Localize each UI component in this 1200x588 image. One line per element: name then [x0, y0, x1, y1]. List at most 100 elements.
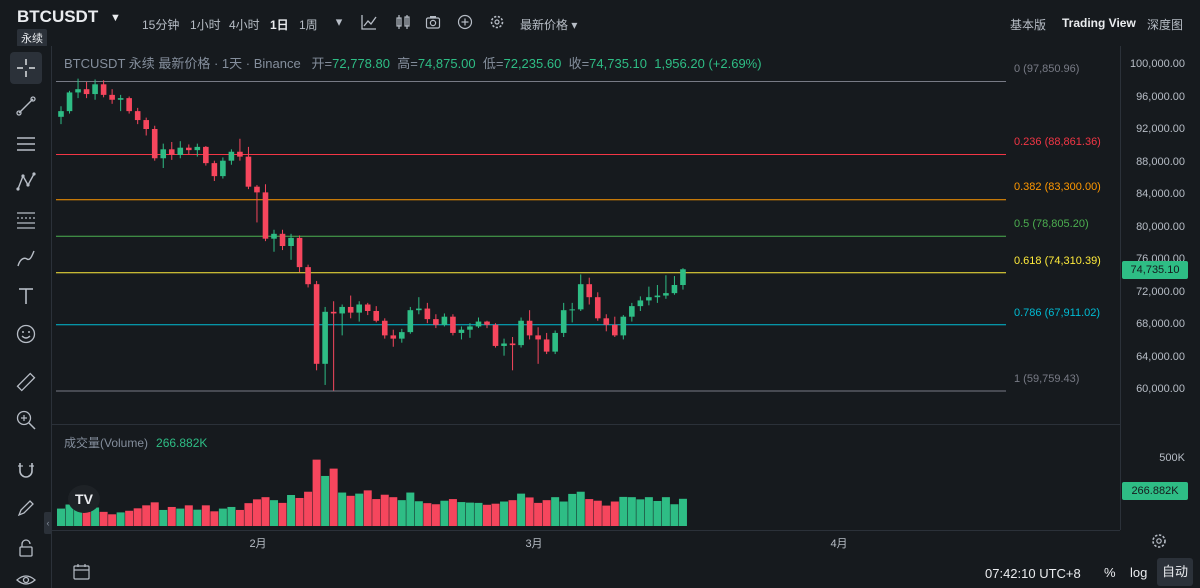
drawing-toolbar: ‹: [0, 46, 52, 588]
timeframe-4h[interactable]: 4小时: [229, 18, 260, 32]
volume-bar: [304, 491, 313, 526]
pencil-lock-icon[interactable]: [10, 492, 42, 524]
trendline-icon[interactable]: [10, 90, 42, 122]
price-type-select[interactable]: 最新价格 ▾: [520, 16, 577, 33]
volume-bar: [448, 499, 457, 526]
brush-icon[interactable]: [10, 242, 42, 274]
horizontal-lines-icon[interactable]: [10, 128, 42, 160]
price-chart[interactable]: [52, 46, 1120, 530]
candle-body: [552, 332, 558, 352]
candle-body: [117, 98, 124, 100]
volume-bar: [270, 500, 278, 526]
add-indicator-icon[interactable]: [457, 14, 473, 30]
fib-retracement-icon[interactable]: [10, 204, 42, 236]
auto-button[interactable]: 自动: [1157, 558, 1193, 586]
timeframe-1w[interactable]: 1周: [299, 18, 318, 32]
volume-bar: [551, 497, 560, 526]
candle-body: [441, 316, 448, 325]
candle-body: [381, 320, 388, 336]
price-tick: 92,000.00: [1136, 123, 1185, 135]
candle-body: [612, 324, 618, 336]
date-range-icon[interactable]: [72, 563, 92, 581]
candle-body: [620, 316, 627, 336]
volume-bar: [568, 493, 577, 526]
log-button[interactable]: log: [1130, 565, 1148, 580]
volume-tick: 500K: [1159, 452, 1185, 464]
time-axis[interactable]: 2月 3月 4月: [52, 530, 1120, 552]
volume-bar: [312, 459, 321, 526]
volume-bar: [201, 505, 210, 526]
timeframe-1h[interactable]: 1小时: [190, 18, 221, 32]
settings-icon[interactable]: [1150, 532, 1168, 550]
candle-body: [680, 269, 686, 285]
emoji-icon[interactable]: [10, 318, 42, 350]
chevron-down-icon: ▾: [571, 18, 578, 32]
collapse-toolbar-icon[interactable]: ‹: [44, 512, 52, 534]
candle-body: [458, 329, 465, 333]
candle-type-icon[interactable]: [395, 14, 411, 30]
candle-body: [535, 335, 541, 340]
text-tool-icon[interactable]: [10, 280, 42, 312]
volume-bar: [542, 500, 551, 526]
candle-body: [237, 151, 243, 157]
candle-body: [254, 186, 260, 193]
pattern-icon[interactable]: [10, 166, 42, 198]
ruler-icon[interactable]: [10, 366, 42, 398]
price-tick: 60,000.00: [1136, 383, 1185, 395]
candle-body: [83, 89, 90, 95]
candle-body: [399, 332, 405, 339]
price-tick: 68,000.00: [1136, 318, 1185, 330]
volume-bar: [261, 497, 270, 526]
volume-bar: [500, 501, 509, 526]
timeframe-1d[interactable]: 1日: [270, 18, 289, 32]
camera-icon[interactable]: [425, 14, 441, 30]
legend-change: 1,956.20 (+2.69%): [654, 56, 762, 71]
tradingview-logo[interactable]: TV: [68, 485, 100, 513]
crosshair-icon[interactable]: [10, 52, 42, 84]
price-tick: 96,000.00: [1136, 91, 1185, 103]
pane-divider[interactable]: [52, 424, 1120, 425]
volume-bar: [125, 510, 134, 526]
chevron-down-icon[interactable]: ▼: [110, 12, 121, 24]
volume-bar: [150, 502, 159, 526]
volume-bar: [653, 500, 662, 526]
volume-bar: [210, 511, 219, 526]
view-basic[interactable]: 基本版: [1010, 18, 1047, 32]
volume-bar: [235, 509, 244, 526]
magnet-icon[interactable]: [10, 454, 42, 486]
candle-body: [271, 233, 277, 239]
candle-body: [450, 316, 456, 333]
volume-bar: [380, 494, 389, 526]
indicator-line-icon[interactable]: [361, 14, 377, 30]
volume-bar: [116, 512, 125, 526]
candle-body: [313, 284, 320, 364]
price-axis[interactable]: 100,000.00 96,000.00 92,000.00 88,000.00…: [1120, 46, 1200, 530]
timeframe-15m[interactable]: 15分钟: [142, 18, 180, 32]
fib-label: 0.618 (74,310.39): [1014, 255, 1101, 267]
volume-bar: [133, 508, 142, 526]
eye-icon[interactable]: [10, 564, 42, 588]
candle-body: [186, 147, 192, 151]
volume-bar: [346, 495, 355, 526]
percent-button[interactable]: %: [1104, 565, 1116, 580]
settings-icon[interactable]: [489, 14, 505, 30]
candle-body: [526, 320, 533, 336]
volume-bar: [99, 511, 108, 526]
legend-open: 72,778.80: [332, 56, 390, 71]
legend-high: 74,875.00: [417, 56, 476, 71]
candle-body: [211, 163, 218, 177]
candle-body: [543, 339, 550, 352]
volume-bar: [619, 496, 628, 526]
zoom-in-icon[interactable]: [10, 404, 42, 436]
view-tradingview[interactable]: Trading View: [1062, 16, 1136, 30]
candle-body: [475, 321, 482, 327]
lock-icon[interactable]: [10, 532, 42, 564]
timeframe-more-icon[interactable]: ▾: [335, 14, 343, 29]
candle-body: [126, 98, 132, 112]
view-depth[interactable]: 深度图: [1147, 18, 1184, 32]
top-bar: BTCUSDT ▼ 永续 15分钟 1小时 4小时 1日 1周 ▾ 最新价格 ▾…: [0, 0, 1200, 47]
symbol-title[interactable]: BTCUSDT: [17, 7, 99, 26]
volume-bar: [363, 490, 372, 526]
price-tick: 80,000.00: [1136, 221, 1185, 233]
candle-body: [168, 149, 175, 155]
